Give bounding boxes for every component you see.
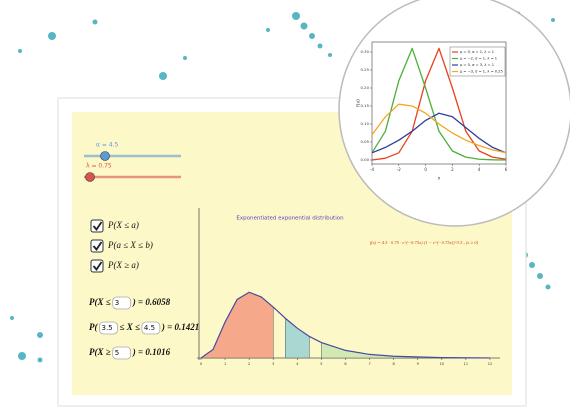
y-tick-label: 0.00	[361, 157, 370, 162]
prob-text: ) = 0.1421	[161, 322, 199, 332]
checkmark	[92, 221, 103, 231]
x-tick-label: 6	[344, 362, 346, 366]
slider-handle[interactable]	[85, 172, 95, 182]
checkboxes: P(X ≤ a) P(a ≤ X ≤ b) P(X ≥ a)	[90, 219, 153, 273]
prob-text: ≤ X ≤	[120, 322, 140, 332]
prob-text: P(	[89, 322, 98, 332]
legend-box	[449, 46, 506, 77]
x-tick-label: 4	[296, 362, 299, 366]
y-tick-label: 0.30	[361, 49, 370, 54]
x-tick-label: 11	[464, 362, 468, 366]
x-tick-label: -2	[397, 167, 401, 172]
main-chart: Exponentiated exponential distribution f(…	[197, 208, 500, 366]
inset-chart: 0.00 0.05 0.10 0.15 0.20 0.25 0.30 -4 -2 0 2 4 6 f(x)…	[356, 41, 508, 182]
legend-label: μ = −2, σ = 1, λ = 1	[460, 57, 497, 61]
x-tick-label: 9	[417, 362, 419, 366]
x-tick-label: 2	[451, 167, 454, 172]
input-value: 4.5	[144, 324, 155, 332]
input-box[interactable]	[141, 321, 161, 335]
input-box[interactable]	[99, 321, 118, 335]
checkmark	[92, 261, 103, 271]
inset-frame	[371, 41, 507, 165]
prob-text: P(X ≥	[89, 347, 111, 357]
slider-handle[interactable]	[100, 151, 110, 161]
y-tick-label: 0.10	[361, 121, 370, 126]
input-box[interactable]	[112, 296, 132, 310]
formula: f(x) = 4.5 · 0.75 · e^(−0.75x) (1 − e^(−…	[370, 240, 479, 246]
legend-label: μ = −3, σ = 1, λ = 0.25	[460, 70, 503, 74]
x-tick-label: 8	[393, 362, 395, 366]
x-tick-label: 1	[224, 362, 226, 366]
input-value: 3	[115, 299, 119, 307]
input-value: 5	[115, 349, 119, 357]
x-axis-label: x	[438, 177, 441, 182]
x-tick-label: 4	[478, 167, 481, 172]
legend-label: μ = 0, σ = 1, λ = 1	[460, 50, 494, 54]
x-tick-label: 2	[248, 362, 250, 366]
x-tick-label: 0	[200, 362, 202, 366]
slider-label: λ = 0.75	[86, 163, 112, 170]
density-curve	[200, 291, 490, 359]
magnifier	[338, 0, 570, 227]
x-tick-label: 6	[505, 167, 508, 172]
input-value: 3.5	[102, 324, 113, 332]
y-tick-label: 0.05	[361, 139, 370, 144]
prob-text: ) = 0.1016	[132, 347, 171, 357]
x-tick-label: 3	[272, 362, 274, 366]
y-tick-label: 0.15	[361, 103, 370, 108]
x-tick-label: 0	[424, 167, 427, 172]
checkbox-label: P(X ≤ a)	[107, 220, 139, 230]
prob-text: ) = 0.6058	[132, 297, 171, 307]
legend-label: μ = 0, σ = 3, λ = 1	[460, 63, 494, 67]
y-tick-label: 0.20	[361, 85, 370, 90]
slider-label: α = 4.5	[96, 142, 119, 149]
x-tick-label: -4	[370, 167, 374, 172]
x-tick-label: 5	[320, 362, 322, 366]
series-line	[371, 103, 507, 154]
chart-title: Exponentiated exponential distribution	[236, 216, 344, 222]
series-line	[371, 47, 507, 161]
checkbox-label: P(X ≥ a)	[107, 260, 139, 270]
series-line	[371, 47, 507, 161]
prob-text: P(X ≤	[89, 297, 111, 307]
input-box[interactable]	[112, 346, 132, 360]
x-tick-label: 10	[440, 362, 444, 366]
checkmark	[92, 241, 103, 251]
checkbox-label: P(a ≤ X ≤ b)	[107, 240, 153, 250]
series-line	[371, 112, 507, 154]
x-tick-label: 12	[488, 362, 492, 366]
probabilities: P(X ≤ 3 ) = 0.6058 P( 3.5 ≤ X ≤ 4.5 ) = 0.1421 P…	[89, 296, 199, 360]
sliders: α = 4.5 λ = 0.75	[84, 142, 181, 182]
y-axis-label: f(x)	[356, 99, 362, 107]
x-tick-label: 7	[368, 362, 370, 366]
y-tick-label: 0.25	[361, 67, 370, 72]
